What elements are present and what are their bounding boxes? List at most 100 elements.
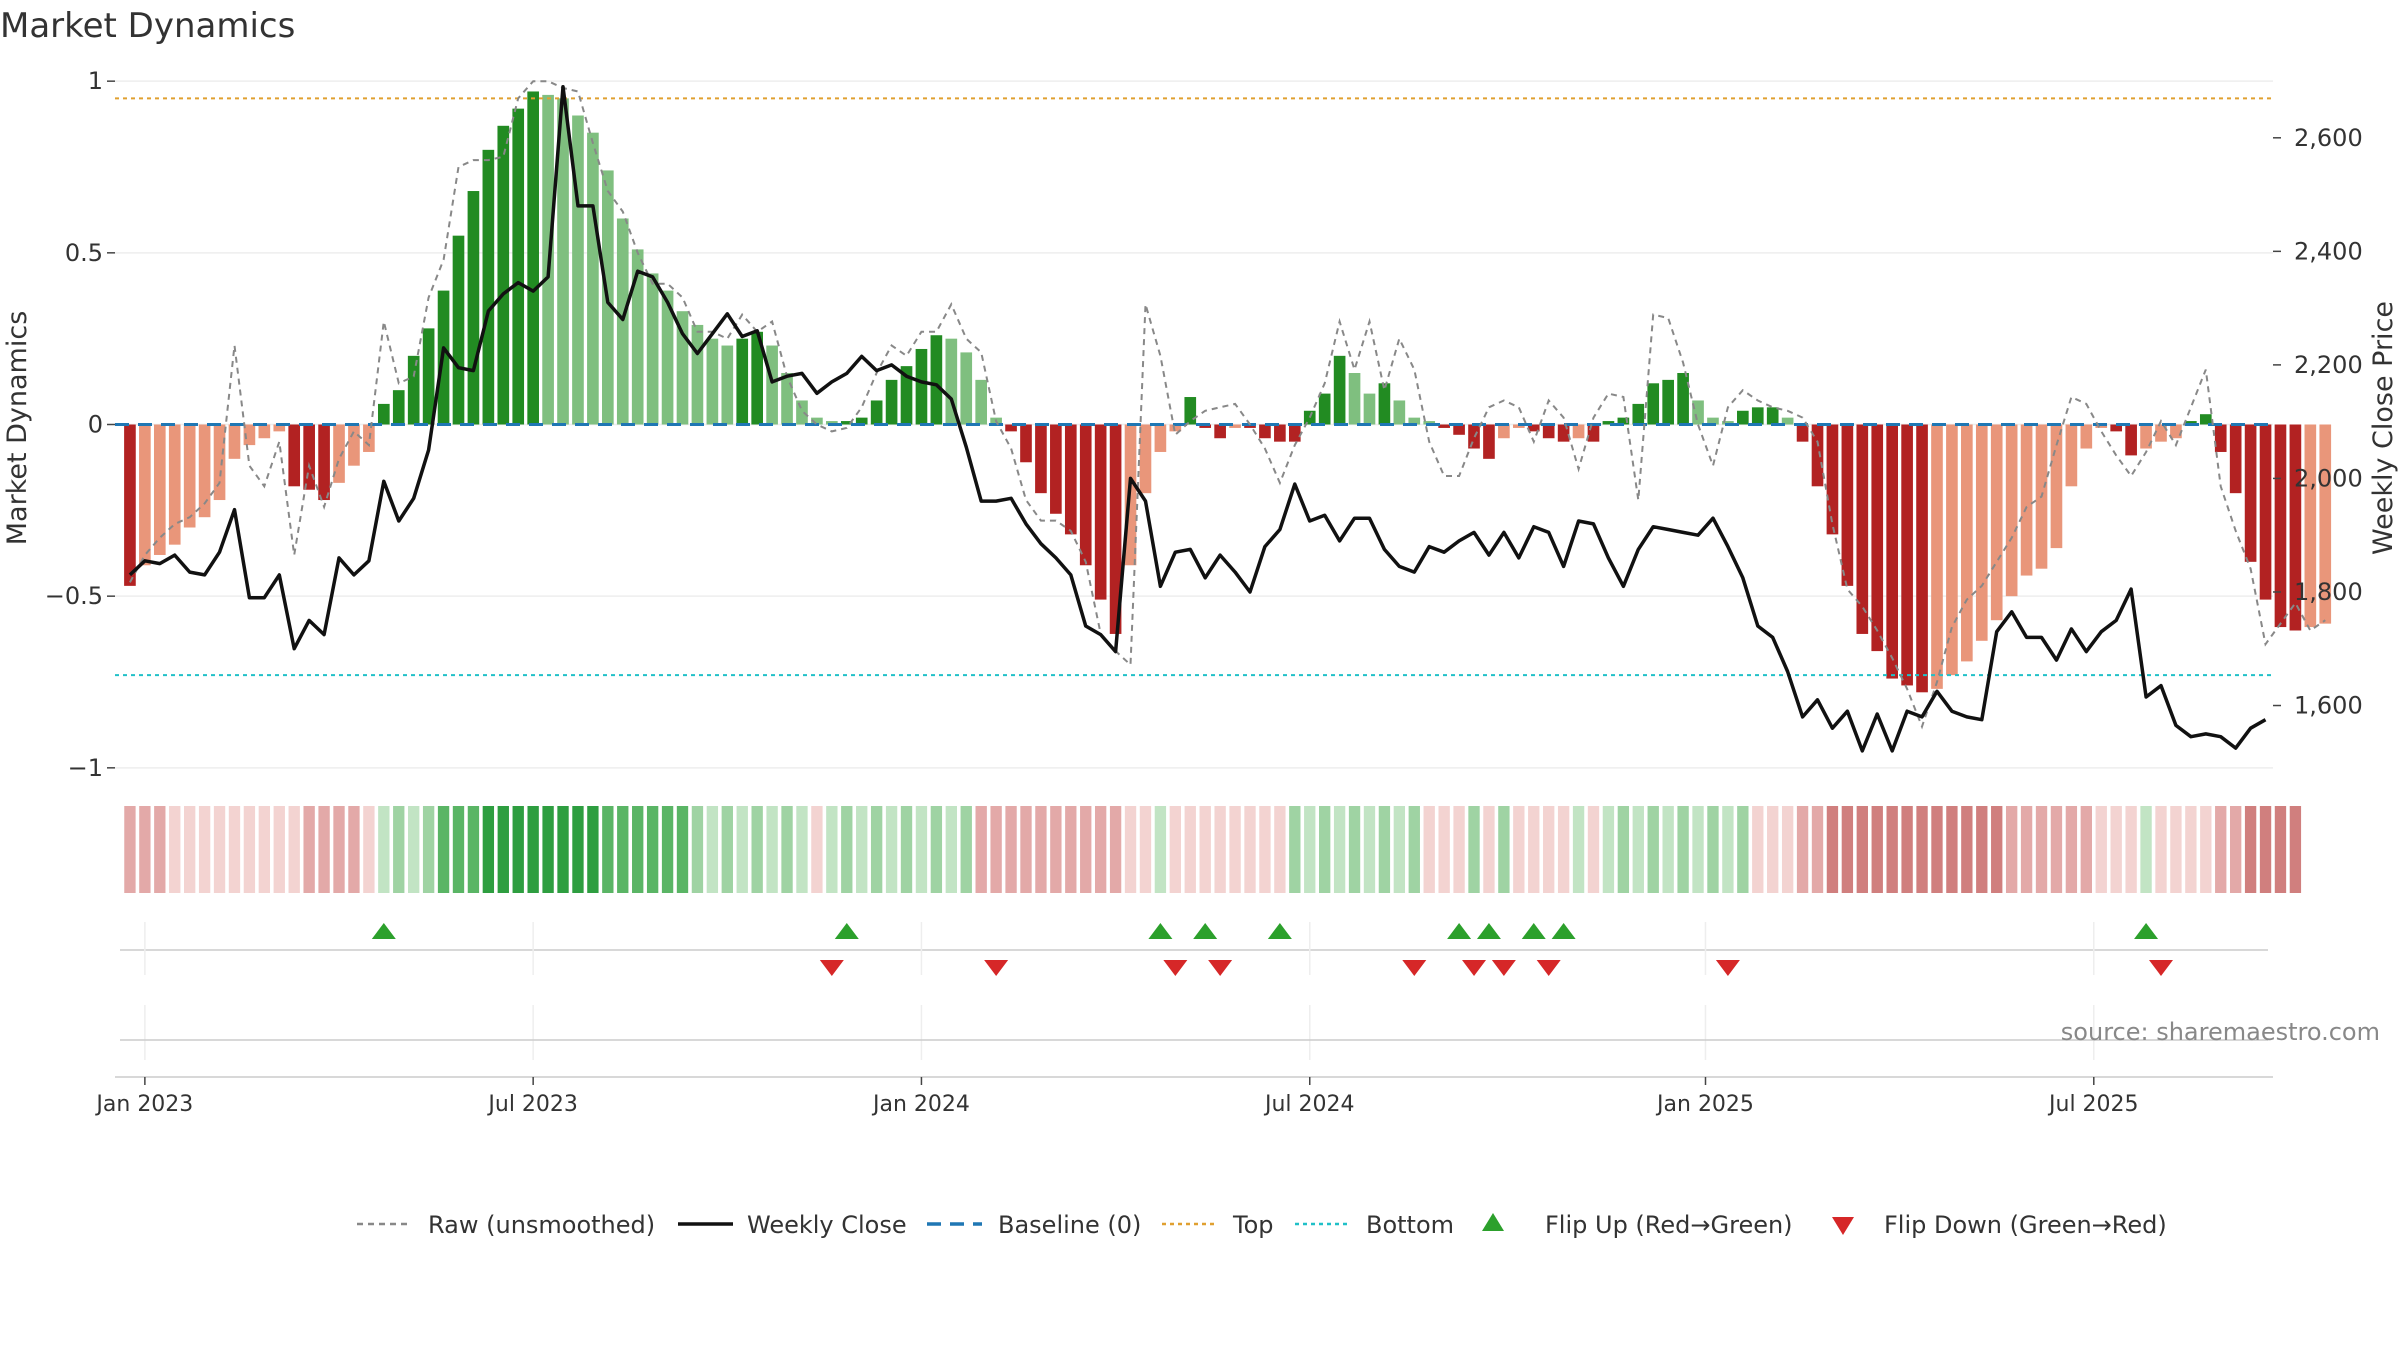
strip-cell [273, 806, 285, 893]
flip-down-marker [1536, 960, 1561, 976]
strip-cell [1244, 806, 1256, 893]
strip-cell [1318, 806, 1331, 893]
x-axis: Jan 2023 Jul 2023 Jan 2024 Jul 2024 Jan 2025… [94, 1076, 2273, 1117]
dynamics-bar [183, 424, 196, 528]
strip-cell [691, 806, 704, 893]
strip-cell [393, 806, 405, 893]
dynamics-bar [2065, 424, 2078, 487]
x-tick-label: Jan 2023 [94, 1092, 193, 1117]
legend-bottom-label: Bottom [1366, 1211, 1454, 1239]
dynamics-bar [2020, 424, 2033, 576]
strip-cell [557, 806, 569, 893]
legend-close-label: Weekly Close [747, 1211, 907, 1239]
dynamics-bar [392, 390, 405, 425]
dynamics-bar [2244, 424, 2257, 562]
strip-cell [1707, 806, 1719, 893]
dynamics-bar [631, 249, 644, 425]
dynamics-bar [1363, 393, 1376, 425]
strip-cell [736, 806, 748, 893]
dynamics-bar [1274, 424, 1286, 442]
strip-cell [1931, 806, 1943, 893]
dynamics-bar [1109, 424, 1122, 634]
dynamics-bar [1438, 424, 1450, 428]
dynamics-bar [2140, 424, 2152, 449]
strip-cell [1274, 806, 1286, 893]
dynamics-bar [2050, 424, 2063, 549]
strip-cell [124, 806, 136, 893]
dynamics-bar [1244, 424, 1256, 428]
strip-cell [1692, 806, 1704, 893]
dynamics-bar [527, 91, 539, 425]
main-panel-axes: 1 0.5 0 −0.5 −1 2,600 2,400 2,200 2,000 1,800 1,60… [45, 67, 2363, 782]
strip-cell [1513, 806, 1525, 893]
strip-cell [318, 806, 330, 893]
dynamics-bar [1050, 424, 1062, 514]
strip-cell [1408, 806, 1420, 893]
strip-cell [213, 806, 226, 893]
dynamics-bar [2155, 424, 2167, 442]
x-tick-label: Jan 2024 [871, 1092, 970, 1117]
strip-cell [766, 806, 778, 893]
legend-baseline-label: Baseline (0) [998, 1211, 1141, 1239]
y-tick-label: 0.5 [65, 239, 103, 267]
dynamics-bar [1751, 407, 1764, 425]
raw-unsmoothed-line [129, 80, 2326, 730]
strip-cell [228, 806, 241, 893]
dynamics-bar [587, 132, 599, 425]
y2-tick-label: 1,800 [2294, 578, 2363, 606]
dynamics-bar [1901, 424, 1913, 686]
strip-cell [661, 806, 674, 893]
dynamics-bar [885, 379, 898, 425]
x-tick-label: Jan 2025 [1655, 1092, 1754, 1117]
flip-up-marker [1551, 923, 1576, 939]
flip-up-marker [1267, 923, 1292, 939]
strip-cell [2020, 806, 2033, 893]
dynamics-bar [1931, 424, 1943, 689]
dynamics-bar [318, 424, 330, 501]
dynamics-bar [646, 273, 659, 425]
dynamics-bar [1990, 424, 2003, 621]
strip-cell [2185, 806, 2197, 893]
strip-cell [154, 806, 166, 893]
strip-cell [139, 806, 151, 893]
strip-cell [2155, 806, 2167, 893]
y-tick-label: 0 [88, 411, 103, 439]
flip-down-marker [1462, 960, 1487, 976]
strip-cell [1065, 806, 1077, 893]
strip-cell [646, 806, 659, 893]
strip-cell [676, 806, 689, 893]
dynamics-bar [168, 424, 181, 545]
dynamics-bar [1184, 397, 1197, 425]
dynamics-bar [1961, 424, 1973, 662]
strip-cell [1094, 806, 1107, 893]
dynamics-bar [1975, 424, 1988, 641]
dynamics-bar [1333, 355, 1346, 425]
strip-cell [512, 806, 524, 893]
dynamics-bar [482, 149, 495, 425]
chart-title: Market Dynamics [0, 6, 295, 46]
strip-cell [1214, 806, 1226, 893]
strip-cell [1304, 806, 1316, 893]
dynamics-bar [706, 338, 719, 425]
dynamics-bar [1781, 417, 1794, 425]
dynamics-bar [811, 417, 823, 425]
strip-cell [1976, 806, 1988, 893]
y-tick-label: 1 [88, 67, 103, 95]
strip-cell [1124, 806, 1137, 893]
strip-cell [617, 806, 629, 893]
dynamics-bar [1393, 400, 1406, 425]
dynamics-bar [1722, 421, 1734, 425]
dynamics-bar [2080, 424, 2093, 449]
y2-tick-label: 2,600 [2294, 124, 2363, 152]
strip-cell [1557, 806, 1570, 893]
dynamics-bar [945, 338, 958, 425]
strip-cell [1901, 806, 1913, 893]
strip-cell [1587, 806, 1600, 893]
dynamics-bar [1408, 417, 1421, 425]
dynamics-bar [975, 379, 988, 425]
strip-cell [258, 806, 271, 893]
strip-cell [751, 806, 763, 893]
dynamics-bar [1766, 407, 1779, 425]
dynamics-bar [153, 424, 166, 555]
flip-down-marker [2148, 960, 2173, 976]
